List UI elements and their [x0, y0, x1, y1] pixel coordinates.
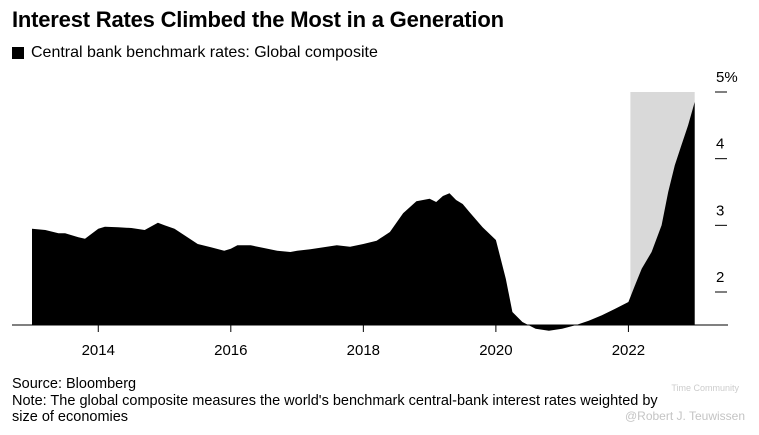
- x-tick-group: 2014 2016 2018 2020 2022: [82, 325, 645, 359]
- chart-footer: Source: Bloomberg Note: The global compo…: [12, 376, 752, 426]
- chart-title: Interest Rates Climbed the Most in a Gen…: [12, 7, 504, 32]
- legend-label: Central bank benchmark rates: Global com…: [31, 44, 378, 61]
- y-tick-group: 2 3 4 5%: [715, 69, 738, 293]
- note-text-line2: size of economies: [12, 409, 129, 425]
- watermark-logo: Time Community: [671, 383, 739, 393]
- legend: Central bank benchmark rates: Global com…: [12, 44, 378, 62]
- source-text: Source: Bloomberg: [12, 376, 137, 392]
- x-tick-label-2022: 2022: [612, 342, 645, 359]
- x-tick-label-2016: 2016: [214, 342, 247, 359]
- x-tick-label-2020: 2020: [479, 342, 512, 359]
- y-tick-label-2: 2: [716, 269, 724, 286]
- y-tick-label-5: 5%: [716, 69, 738, 86]
- watermark-credit: @Robert J. Teuwissen: [624, 409, 745, 423]
- x-tick-label-2014: 2014: [82, 342, 115, 359]
- legend-swatch: [12, 47, 24, 59]
- y-tick-label-3: 3: [716, 202, 724, 219]
- note-text-line1: Note: The global composite measures the …: [12, 392, 658, 409]
- series-area-global-composite: [32, 102, 695, 331]
- y-tick-label-4: 4: [716, 136, 724, 153]
- x-tick-label-2018: 2018: [347, 342, 380, 359]
